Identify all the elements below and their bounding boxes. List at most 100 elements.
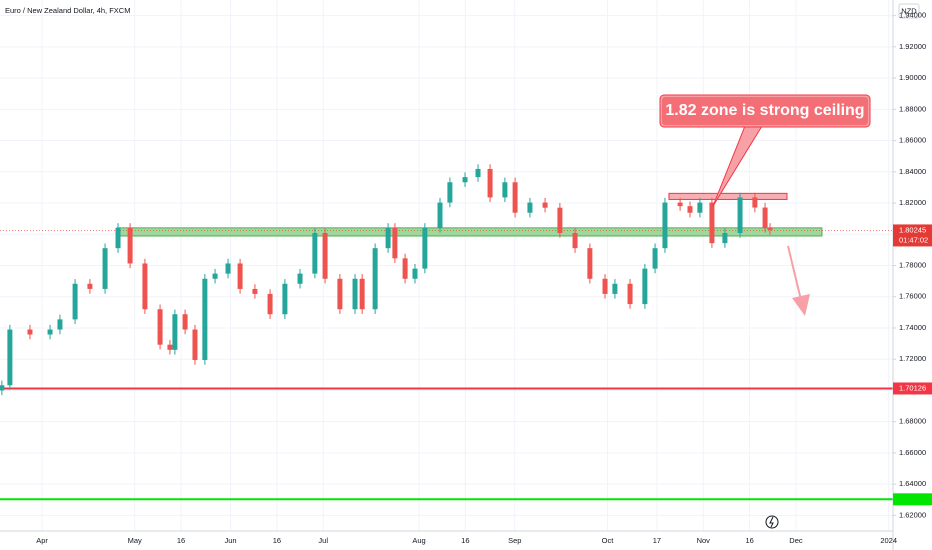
candle-body	[709, 202, 715, 244]
candle-body	[127, 227, 133, 264]
x-tick-label: Jun	[224, 536, 236, 545]
candle-body	[762, 207, 768, 228]
candle-body	[72, 283, 78, 320]
x-tick-label: Jul	[318, 536, 328, 545]
candle-body	[57, 319, 63, 330]
candle-body	[297, 273, 303, 284]
countdown-label: 01:47:02	[899, 235, 928, 244]
x-tick-label: 16	[461, 536, 469, 545]
arrow-head	[792, 294, 810, 316]
price-axis-bg	[893, 0, 932, 550]
candle-body	[447, 182, 453, 203]
x-tick-label: 16	[177, 536, 185, 545]
callout-fill	[662, 97, 868, 125]
candle-body	[359, 278, 365, 310]
candle-body	[157, 309, 163, 345]
level-tag	[893, 382, 932, 395]
candle-body	[392, 227, 398, 259]
candle-body	[212, 273, 218, 279]
candle-body	[722, 233, 728, 244]
arrow-shaft	[787, 245, 802, 301]
y-tick-label: 1.82000	[899, 198, 926, 207]
candle-body	[337, 278, 343, 310]
candle-body	[627, 283, 633, 305]
x-tick-label: Oct	[602, 536, 615, 545]
candle-body	[462, 177, 468, 183]
candle-body	[677, 202, 683, 207]
level-tag	[893, 493, 932, 506]
candle-body	[687, 206, 693, 213]
currency-box[interactable]	[898, 3, 920, 19]
candle-body	[312, 233, 318, 274]
zone	[668, 192, 788, 200]
y-tick-label: 1.76000	[899, 292, 926, 301]
candle-body	[322, 233, 328, 279]
candle-body	[172, 314, 178, 350]
candle-body	[527, 202, 533, 213]
candle-body	[352, 278, 358, 310]
candle-body	[767, 227, 773, 230]
candle-body	[542, 202, 548, 208]
levels	[0, 230, 893, 501]
candle-body	[192, 329, 198, 360]
x-tick-label: 16	[745, 536, 753, 545]
overlay: 1.82 zone is strong ceiling	[659, 94, 871, 529]
candle-body	[385, 227, 391, 249]
x-tick-label: May	[128, 536, 142, 545]
candle-body	[0, 385, 5, 391]
x-tick-label: 2024	[880, 536, 897, 545]
candles	[0, 164, 773, 396]
candle-body	[612, 283, 618, 294]
replay-icon-bolt	[769, 516, 774, 528]
candle-body	[587, 248, 593, 279]
candle-body	[7, 329, 13, 386]
chart-title: Euro / New Zealand Dollar, 4h, FXCM	[5, 6, 130, 15]
candle-body	[697, 202, 703, 213]
y-tick-label: 1.84000	[899, 167, 926, 176]
candle-body	[402, 258, 408, 279]
currency-label: NZD	[901, 6, 917, 15]
zone	[116, 227, 823, 237]
x-tick-label: Aug	[412, 536, 425, 545]
y-tick-label: 1.86000	[899, 136, 926, 145]
x-tick-label: 16	[273, 536, 281, 545]
candle-body	[142, 263, 148, 310]
candle-body	[475, 168, 481, 178]
candle-body	[512, 182, 518, 213]
candle-body	[202, 278, 208, 360]
candle-body	[167, 344, 173, 350]
candle-body	[282, 283, 288, 315]
candle-body	[437, 202, 443, 228]
candle-body	[372, 248, 378, 310]
y-tick-label: 1.68000	[899, 417, 926, 426]
candle-body	[572, 233, 578, 249]
y-tick-label: 1.78000	[899, 260, 926, 269]
y-tick-label: 1.74000	[899, 323, 926, 332]
y-tick-label: 1.94000	[899, 11, 926, 20]
candle-body	[422, 227, 428, 269]
candle-body	[102, 248, 108, 289]
x-tick-label: Nov	[697, 536, 711, 545]
candle-body	[115, 227, 121, 249]
candle-body	[502, 182, 508, 198]
candle-body	[487, 168, 493, 198]
candle-body	[87, 283, 93, 289]
replay-icon[interactable]	[765, 515, 779, 529]
y-tick-label: 1.88000	[899, 104, 926, 113]
candle-body	[267, 293, 273, 315]
candle-body	[27, 329, 33, 335]
x-tick-label: 17	[653, 536, 661, 545]
level-label: 1.70126	[899, 383, 926, 392]
candle-body	[752, 197, 758, 208]
y-tick-label: 1.62000	[899, 510, 926, 519]
y-tick-label: 1.90000	[899, 73, 926, 82]
candle-body	[225, 263, 231, 274]
candle-body	[47, 329, 53, 335]
candle-body	[237, 263, 243, 289]
current-price-tag	[893, 224, 932, 247]
candle-body	[602, 278, 608, 294]
candle-body	[412, 268, 418, 279]
callout-text: 1.82 zone is strong ceiling	[665, 102, 864, 119]
